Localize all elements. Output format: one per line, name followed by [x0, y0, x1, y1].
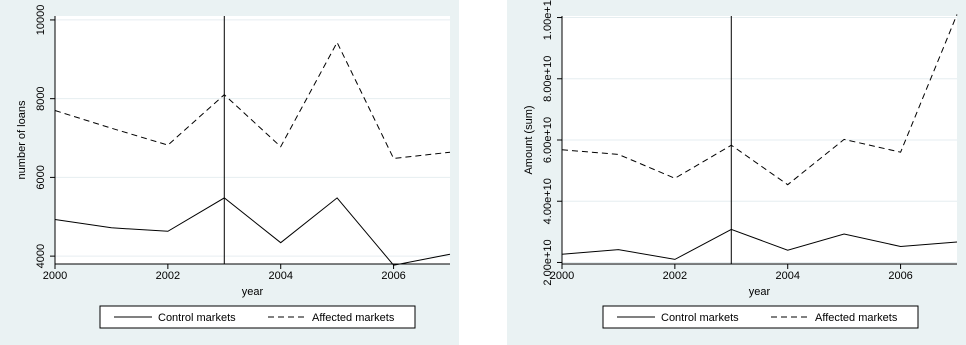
x-tick-label: 2004 — [268, 270, 292, 282]
control-markets-line — [561, 228, 958, 260]
x-tick-label: 2006 — [381, 270, 405, 282]
y-tick-label: 8000 — [35, 86, 47, 110]
y-tick-label: 2.00e+10 — [542, 239, 554, 285]
x-tick-label: 2000 — [43, 270, 67, 282]
legend-box — [602, 305, 919, 329]
control-markets-line — [54, 197, 451, 266]
affected-markets-line — [561, 14, 958, 186]
y-tick-label: 8.00e+10 — [542, 56, 554, 102]
y-tick-label: 1.00e+11 — [542, 0, 554, 40]
legend-label-affected-markets: Affected markets — [312, 312, 395, 324]
loans-chart: 4000 6000 8000 10000 2000 2002 2004 2006 year num… — [16, 5, 451, 329]
x-tick-label: 2006 — [888, 270, 912, 282]
legend: Control markets Affected markets — [99, 305, 416, 329]
x-tick-label: 2002 — [156, 270, 180, 282]
y-axis-title: Amount (sum) — [523, 105, 535, 174]
y-tick-label: 10000 — [35, 5, 47, 36]
legend-label-control-markets: Control markets — [158, 312, 236, 324]
y-tick-label: 4000 — [35, 244, 47, 268]
y-tick-label: 4.00e+10 — [542, 178, 554, 224]
y-axis-title: number of loans — [16, 100, 28, 179]
affected-markets-line — [54, 41, 451, 160]
x-tick-label: 2000 — [550, 270, 574, 282]
y-tick-label: 6000 — [35, 165, 47, 189]
x-axis-title: year — [749, 286, 771, 298]
legend-label-affected-markets: Affected markets — [815, 312, 898, 324]
legend-label-control-markets: Control markets — [661, 312, 739, 324]
legend-box — [99, 305, 416, 329]
x-tick-label: 2002 — [663, 270, 687, 282]
x-axis-title: year — [242, 286, 264, 298]
x-tick-label: 2004 — [775, 270, 799, 282]
loans-chart-panel: 4000 6000 8000 10000 2000 2002 2004 2006 year num… — [0, 0, 459, 345]
y-tick-label: 6.00e+10 — [542, 117, 554, 163]
plot-area — [55, 16, 450, 264]
amount-chart-panel: 2.00e+10 4.00e+10 6.00e+10 8.00e+10 1.00e+11… — [507, 0, 966, 345]
amount-chart: 2.00e+10 4.00e+10 6.00e+10 8.00e+10 1.00e+11… — [523, 0, 958, 329]
legend: Control markets Affected markets — [602, 305, 919, 329]
